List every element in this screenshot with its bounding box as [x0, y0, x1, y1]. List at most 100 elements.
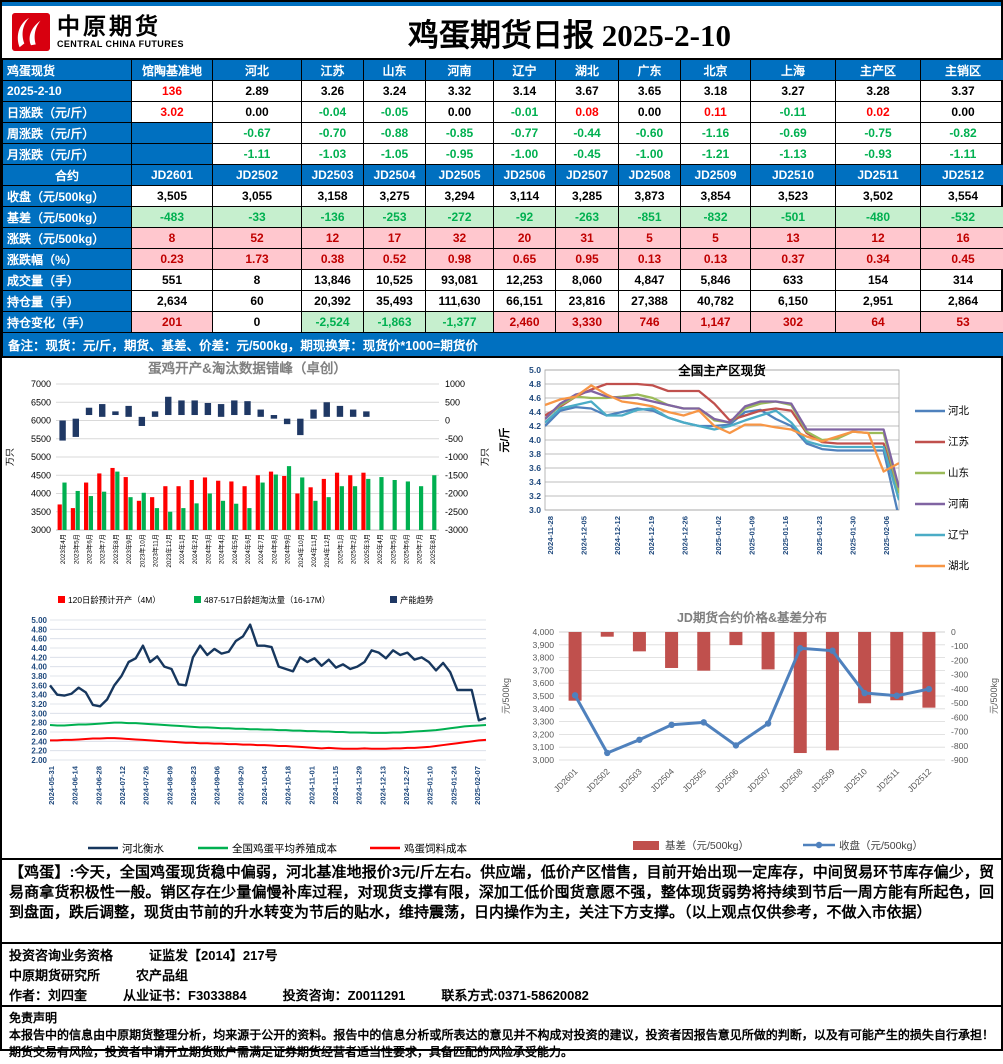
table-cell: 66,151 [494, 291, 556, 312]
table-note-row: 备注：现货：元/斤，期货、基差、价差：元/500kg，期现换算：现货价*1000… [3, 333, 1003, 357]
svg-text:JD2506: JD2506 [713, 766, 741, 794]
svg-text:2025-01-23: 2025-01-23 [815, 516, 824, 555]
svg-text:JD2601: JD2601 [552, 766, 580, 794]
svg-text:蛋鸡开产&淘汰数据错峰（卓创）: 蛋鸡开产&淘汰数据错峰（卓创） [148, 360, 347, 376]
table-cell: -272 [426, 207, 494, 228]
svg-text:JD2504: JD2504 [648, 766, 676, 794]
table-cell: 1.73 [213, 249, 302, 270]
svg-text:3.60: 3.60 [31, 681, 47, 690]
table-cell: 0.08 [556, 102, 619, 123]
column-header: 辽宁 [494, 60, 556, 81]
svg-text:2024-10-18: 2024-10-18 [284, 766, 293, 805]
svg-text:0: 0 [445, 416, 450, 426]
table-cell: 0.52 [364, 249, 426, 270]
svg-text:-500: -500 [951, 698, 968, 708]
svg-text:2023年7月: 2023年7月 [98, 534, 107, 564]
row-label: 收盘（元/500kg） [3, 186, 132, 207]
svg-text:2024年4月: 2024年4月 [217, 534, 226, 564]
svg-text:3,000: 3,000 [532, 755, 554, 765]
table-cell: JD2506 [494, 165, 556, 186]
svg-text:4.40: 4.40 [31, 644, 47, 653]
svg-text:2.60: 2.60 [31, 728, 47, 737]
table-cell: 4,847 [619, 270, 681, 291]
org-line: 中原期货研究所农产品组 [9, 966, 994, 986]
row-label: 周涨跌（元/斤） [3, 123, 132, 144]
svg-text:5.00: 5.00 [31, 616, 47, 625]
table-cell: 3,275 [364, 186, 426, 207]
table-cell: 5 [681, 228, 751, 249]
svg-text:2025年7月: 2025年7月 [415, 534, 424, 564]
svg-text:3.20: 3.20 [31, 700, 47, 709]
svg-text:-1500: -1500 [445, 470, 468, 480]
svg-text:4.2: 4.2 [529, 421, 541, 431]
table-cell: 6,150 [751, 291, 836, 312]
row-label: 成交量（手） [3, 270, 132, 291]
svg-text:产能趋势: 产能趋势 [400, 595, 434, 605]
svg-text:-2000: -2000 [445, 489, 468, 499]
table-cell: 0.23 [132, 249, 213, 270]
contact-info: 联系方式:0371-58620082 [441, 988, 588, 1003]
svg-text:2.00: 2.00 [31, 756, 47, 765]
svg-text:江苏: 江苏 [948, 435, 969, 448]
table-cell: -1.13 [751, 144, 836, 165]
table-cell: 3,523 [751, 186, 836, 207]
svg-text:-100: -100 [951, 641, 968, 651]
daily-commentary: 【鸡蛋】:今天，全国鸡蛋现货稳中偏弱，河北基准地报价3元/斤左右。供应端，低价产… [2, 858, 1001, 942]
table-cell: -0.05 [364, 102, 426, 123]
svg-text:2024年11月: 2024年11月 [309, 534, 318, 567]
table-cell: 0.95 [556, 249, 619, 270]
table-cell: -832 [681, 207, 751, 228]
svg-text:2024-10-04: 2024-10-04 [260, 765, 269, 805]
table-cell: JD2504 [364, 165, 426, 186]
column-header: 馆陶基准地 [132, 60, 213, 81]
table-cell: -1.00 [619, 144, 681, 165]
table-cell: 0.13 [681, 249, 751, 270]
table-cell: JD2503 [302, 165, 364, 186]
table-cell: JD2510 [751, 165, 836, 186]
table-cell: -0.75 [836, 123, 921, 144]
table-cell: 93,081 [426, 270, 494, 291]
svg-text:2024-11-29: 2024-11-29 [355, 766, 364, 804]
svg-text:万只: 万只 [5, 448, 15, 466]
table-cell: -1,863 [364, 312, 426, 333]
svg-text:2025年3月: 2025年3月 [362, 534, 371, 564]
qualification-number: 证监发【2014】217号 [149, 948, 278, 963]
svg-text:2024-09-06: 2024-09-06 [213, 766, 222, 805]
svg-text:3,900: 3,900 [532, 640, 554, 650]
svg-text:7000: 7000 [31, 379, 51, 389]
svg-text:5000: 5000 [31, 452, 51, 462]
svg-text:487-517日龄超淘汰量（16-17M）: 487-517日龄超淘汰量（16-17M） [204, 595, 330, 605]
table-cell: JD2509 [681, 165, 751, 186]
table-cell: 3.28 [836, 81, 921, 102]
svg-text:2025年2月: 2025年2月 [349, 534, 358, 564]
svg-text:4.60: 4.60 [31, 635, 47, 644]
svg-text:6500: 6500 [31, 397, 51, 407]
svg-text:-600: -600 [951, 712, 968, 722]
svg-text:万只: 万只 [480, 448, 490, 466]
table-cell: 32 [426, 228, 494, 249]
table-cell: 35,493 [364, 291, 426, 312]
svg-text:全国鸡蛋平均养殖成本: 全国鸡蛋平均养殖成本 [232, 842, 337, 855]
table-cell: 0.98 [426, 249, 494, 270]
table-cell: -1.05 [364, 144, 426, 165]
table-row: 月涨跌（元/斤）-1.11-1.03-1.05-0.95-1.00-0.45-1… [3, 144, 1003, 165]
svg-text:2023年4月: 2023年4月 [58, 534, 67, 564]
svg-text:1000: 1000 [445, 379, 465, 389]
svg-text:2023年9月: 2023年9月 [124, 534, 133, 564]
svg-text:2023年8月: 2023年8月 [111, 534, 120, 564]
svg-text:2023年5月: 2023年5月 [71, 534, 80, 564]
table-cell: 2.89 [213, 81, 302, 102]
svg-text:3.2: 3.2 [529, 491, 541, 501]
column-header: 广东 [619, 60, 681, 81]
column-header: 北京 [681, 60, 751, 81]
svg-text:元/斤: 元/斤 [497, 427, 511, 452]
table-cell: -136 [302, 207, 364, 228]
table-cell: 12,253 [494, 270, 556, 291]
